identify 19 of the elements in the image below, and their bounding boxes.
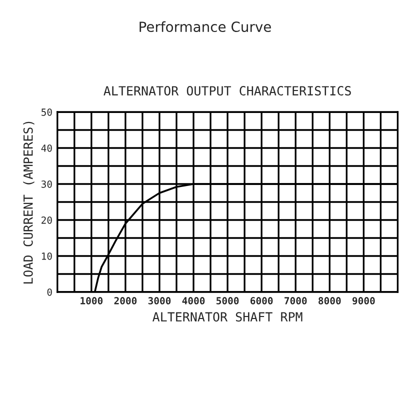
- x-tick-label: 5000: [216, 297, 239, 304]
- x-tick-label: 4000: [182, 297, 205, 304]
- chart-title: Performance Curve: [140, 21, 271, 32]
- x-tick-label: 6000: [250, 297, 273, 304]
- y-tick-label: 10: [42, 252, 52, 260]
- y-tick-label: 0: [47, 288, 52, 296]
- x-axis-title: ALTERNATOR SHAFT RPM: [152, 312, 302, 322]
- x-tick-label: 8000: [318, 297, 341, 304]
- x-tick-label: 7000: [284, 297, 307, 304]
- x-tick-label: 3000: [148, 297, 171, 304]
- y-tick-label: 50: [42, 108, 52, 116]
- x-tick-label: 9000: [352, 297, 375, 304]
- x-tick-label: 1000: [80, 297, 103, 304]
- y-axis-title: LOAD CURRENT (AMPERES): [23, 122, 34, 284]
- x-tick-label: 2000: [114, 297, 137, 304]
- y-tick-label: 40: [41, 144, 52, 152]
- y-tick-label: 20: [42, 216, 52, 224]
- y-tick-label: 30: [41, 180, 52, 188]
- chart-subtitle: ALTERNATOR OUTPUT CHARACTERISTICS: [104, 86, 351, 96]
